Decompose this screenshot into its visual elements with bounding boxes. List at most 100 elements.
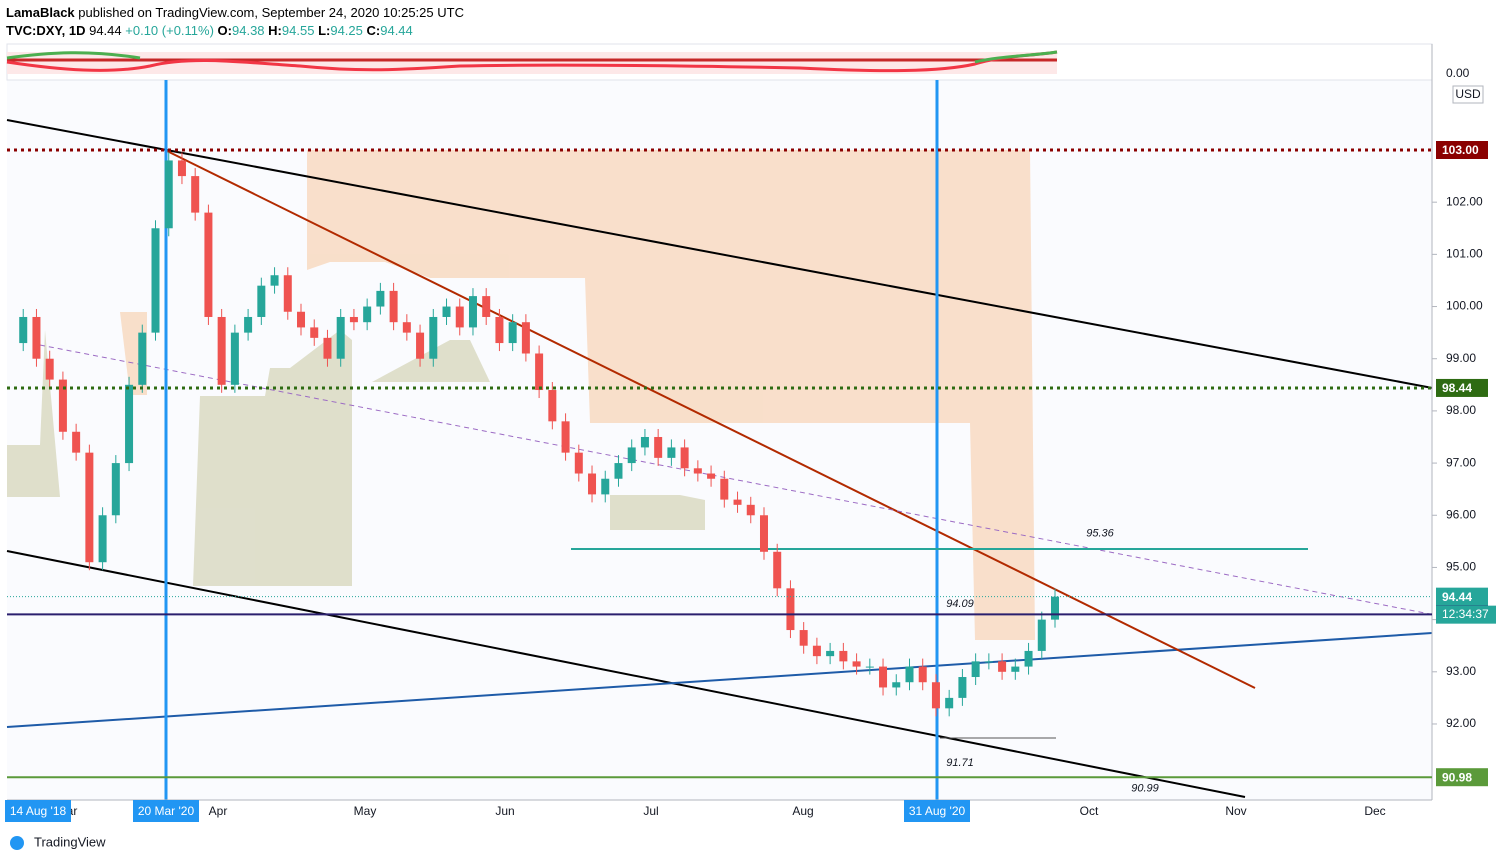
- trend-line: [6, 632, 1433, 728]
- y-tick-label: 97.00: [1446, 455, 1476, 469]
- candle: [720, 478, 729, 500]
- candle: [297, 311, 306, 328]
- candle: [588, 473, 597, 495]
- osc-line-up2: [974, 50, 1058, 64]
- y-tick-label: 95.00: [1446, 560, 1476, 574]
- candle: [535, 353, 544, 391]
- candle: [1051, 596, 1059, 620]
- candle: [918, 666, 927, 683]
- candle: [852, 661, 861, 667]
- h-label: H:: [268, 23, 282, 38]
- candle: [879, 666, 888, 688]
- candle: [839, 650, 848, 662]
- candle: [177, 160, 186, 177]
- candle: [32, 316, 41, 359]
- candle: [1024, 650, 1033, 667]
- date-marker-box: [5, 800, 71, 822]
- osc-tick: 0.00: [1446, 66, 1470, 80]
- candle: [111, 463, 120, 516]
- candle: [905, 666, 914, 683]
- candle: [508, 322, 517, 344]
- candle: [45, 358, 54, 380]
- x-tick-label: Jun: [495, 804, 514, 818]
- x-tick-label: Aug: [792, 804, 813, 818]
- date-marker: 31 Aug '20: [909, 804, 966, 818]
- osc-line-up: [6, 51, 141, 60]
- level-box: [1436, 141, 1488, 159]
- published: published on TradingView.com, September …: [78, 5, 464, 20]
- candle: [19, 316, 28, 344]
- author: LamaBlack: [6, 5, 75, 20]
- ohlc-line: TVC:DXY, 1D 94.44 +0.10 (+0.11%) O:94.38…: [6, 22, 464, 40]
- candle: [72, 431, 81, 453]
- zone: [307, 150, 1035, 640]
- level-box: [1436, 587, 1488, 606]
- candle: [667, 447, 676, 458]
- candle: [323, 337, 332, 359]
- candle: [151, 228, 160, 333]
- dashed-line: [39, 344, 1431, 615]
- zone: [610, 495, 705, 530]
- candle: [773, 551, 782, 589]
- y-tick-label: 99.00: [1446, 351, 1476, 365]
- candle: [693, 468, 702, 474]
- x-tick-label: May: [354, 804, 377, 818]
- date-marker-box: [133, 800, 199, 822]
- candle: [746, 504, 755, 516]
- candle: [270, 275, 279, 286]
- candle: [402, 322, 411, 333]
- candle: [601, 478, 610, 495]
- candle: [442, 306, 451, 317]
- symbol: TVC:DXY, 1D: [6, 23, 86, 38]
- change: +0.10 (+0.11%): [125, 23, 214, 38]
- y-tick-label: 102.00: [1446, 194, 1483, 208]
- candle: [865, 666, 874, 668]
- candle: [230, 332, 239, 385]
- candle: [416, 332, 425, 359]
- x-tick-label: ar: [67, 804, 78, 818]
- candle: [521, 322, 530, 354]
- countdown: 12:34:37: [1442, 607, 1489, 621]
- candle: [349, 316, 358, 323]
- y-tick-label: 96.00: [1446, 507, 1476, 521]
- candle: [984, 661, 993, 663]
- logo: [10, 836, 24, 850]
- candle: [283, 275, 292, 312]
- candle: [58, 379, 67, 432]
- candle: [759, 515, 768, 552]
- candle: [786, 588, 795, 631]
- o-label: O:: [217, 23, 232, 38]
- price-axis: [1432, 44, 1507, 800]
- candle: [204, 212, 213, 317]
- level-box: [1436, 378, 1488, 397]
- candle: [363, 306, 372, 323]
- osc-line: [6, 50, 1058, 73]
- candle: [164, 160, 173, 229]
- level-box: [1436, 768, 1488, 787]
- candle: [468, 296, 477, 328]
- candle: [574, 452, 583, 474]
- candle: [561, 421, 570, 453]
- candle: [707, 473, 716, 479]
- trend-line: [6, 550, 1246, 798]
- candle: [614, 463, 623, 479]
- date-marker: 20 Mar '20: [138, 804, 195, 818]
- candle: [680, 447, 689, 469]
- candle: [627, 447, 636, 464]
- candle: [482, 296, 491, 317]
- candle: [892, 682, 901, 688]
- candle: [217, 316, 226, 385]
- x-tick-label: Apr: [209, 804, 228, 818]
- currency-box: [1452, 85, 1484, 104]
- brand: TradingView: [34, 834, 106, 849]
- y-tick-label: 101.00: [1446, 247, 1483, 261]
- y-tick-label: 92.00: [1446, 716, 1476, 730]
- currency: USD: [1455, 87, 1481, 101]
- candle: [812, 645, 821, 657]
- annotation: 91.71: [946, 757, 974, 769]
- candle: [429, 316, 438, 359]
- l: 94.25: [330, 23, 363, 38]
- x-tick-label: Jul: [643, 804, 658, 818]
- h: 94.55: [281, 23, 315, 38]
- c-label: C:: [366, 23, 381, 38]
